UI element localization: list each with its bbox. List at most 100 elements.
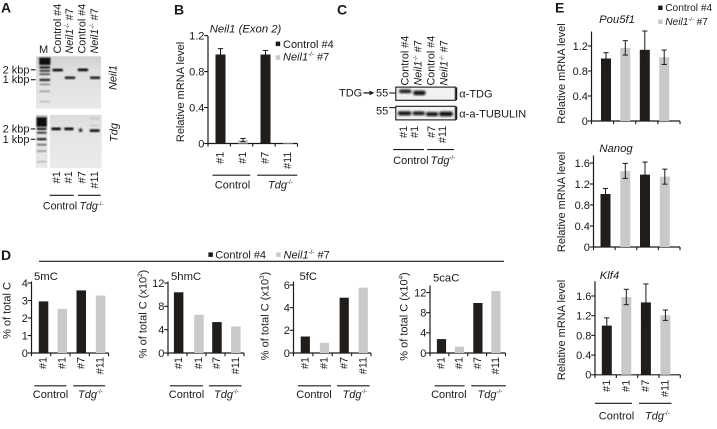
svg-text:Tdg-/-: Tdg-/-	[478, 389, 503, 401]
svg-text:Relative mRNA level: Relative mRNA level	[175, 42, 187, 142]
svg-text:#7: #7	[426, 126, 438, 138]
svg-text:#7: #7	[640, 380, 652, 392]
svg-text:#1: #1	[300, 357, 312, 369]
svg-text:Relative mRNA level: Relative mRNA level	[556, 152, 568, 252]
svg-text:Control: Control	[599, 411, 634, 423]
svg-text:Control #4: Control #4	[665, 3, 712, 14]
svg-text:#7: #7	[260, 152, 272, 164]
svg-text:C: C	[337, 1, 347, 17]
svg-text:#11: #11	[437, 126, 449, 143]
svg-text:Control: Control	[393, 155, 428, 167]
svg-text:#7: #7	[211, 357, 223, 369]
svg-text:Relative mRNA level: Relative mRNA level	[556, 23, 568, 123]
svg-text:0.8: 0.8	[576, 330, 591, 342]
svg-text:#1: #1	[454, 357, 466, 369]
svg-text:Neil1-/- #7: Neil1-/- #7	[89, 8, 101, 53]
svg-text:#1: #1	[193, 357, 205, 369]
svg-text:0.4: 0.4	[189, 102, 204, 114]
svg-text:0.8: 0.8	[575, 200, 590, 212]
svg-text:A: A	[1, 0, 11, 16]
svg-text:#1: #1	[63, 171, 75, 183]
svg-text:Tdg-/-: Tdg-/-	[80, 201, 104, 213]
svg-text:#7: #7	[76, 171, 88, 183]
svg-text:Control #4: Control #4	[400, 36, 412, 86]
svg-text:Neil1: Neil1	[107, 65, 119, 90]
svg-text:Neil1-/- #7: Neil1-/- #7	[64, 8, 76, 53]
svg-text:% of total C: % of total C	[1, 282, 13, 339]
svg-text:#1: #1	[173, 357, 185, 369]
svg-text:1.2: 1.2	[575, 179, 590, 191]
svg-text:0: 0	[584, 242, 590, 254]
svg-text:Control: Control	[215, 180, 250, 192]
svg-text:B: B	[174, 2, 184, 18]
svg-text:Tdg: Tdg	[108, 122, 120, 142]
svg-text:0: 0	[198, 138, 204, 150]
svg-text:#7: #7	[338, 357, 350, 369]
svg-text:12: 12	[152, 278, 164, 290]
svg-text:0.8: 0.8	[189, 66, 204, 78]
svg-text:Neil1-/- #7: Neil1-/- #7	[439, 40, 451, 85]
svg-text:4: 4	[420, 328, 426, 340]
svg-text:Control: Control	[43, 201, 77, 213]
svg-text:D: D	[1, 247, 11, 263]
svg-text:#7: #7	[76, 357, 88, 369]
svg-text:2: 2	[284, 325, 290, 337]
svg-text:M: M	[39, 44, 48, 56]
svg-text:#1: #1	[57, 357, 69, 369]
svg-text:% of total C (x103): % of total C (x103)	[259, 272, 271, 360]
svg-text:#7: #7	[472, 357, 484, 369]
svg-text:#1: #1	[621, 380, 633, 392]
svg-text:1: 1	[22, 330, 28, 342]
svg-text:Pou5f1: Pou5f1	[599, 14, 635, 26]
svg-text:1.6: 1.6	[575, 158, 590, 170]
svg-text:5mC: 5mC	[34, 271, 58, 283]
svg-text:Tdg-/-: Tdg-/-	[78, 389, 103, 401]
svg-text:4: 4	[158, 325, 164, 337]
svg-text:TDG: TDG	[339, 88, 362, 100]
svg-text:1.2: 1.2	[576, 311, 591, 323]
svg-text:0.4: 0.4	[575, 221, 590, 233]
svg-text:4: 4	[22, 278, 28, 290]
svg-text:55: 55	[376, 88, 388, 100]
svg-text:#11: #11	[95, 357, 107, 374]
svg-text:#11: #11	[230, 357, 242, 374]
svg-text:0: 0	[420, 348, 426, 360]
svg-text:Neil1-/- #7: Neil1-/- #7	[284, 249, 330, 261]
svg-text:Tdg-/-: Tdg-/-	[431, 154, 456, 166]
svg-text:Neil1-/- #7: Neil1-/- #7	[665, 17, 708, 28]
svg-text:#1: #1	[237, 152, 249, 164]
svg-text:E: E	[555, 0, 564, 16]
svg-text:0: 0	[585, 370, 591, 382]
svg-text:Control: Control	[296, 389, 331, 401]
svg-text:Neil1-/- #7: Neil1-/- #7	[413, 40, 425, 85]
svg-text:Tdg-/-: Tdg-/-	[343, 389, 368, 401]
svg-text:#1: #1	[51, 171, 63, 183]
svg-text:#11: #11	[89, 171, 101, 188]
svg-text:#1: #1	[436, 357, 448, 369]
svg-text:1 kbp: 1 kbp	[3, 74, 30, 86]
svg-text:8: 8	[420, 308, 426, 320]
svg-text:12: 12	[414, 287, 426, 299]
svg-text:% of total C (x104): % of total C (x104)	[398, 272, 410, 360]
svg-text:Tdg-/-: Tdg-/-	[645, 410, 670, 422]
svg-text:0: 0	[284, 348, 290, 360]
svg-text:#1: #1	[38, 357, 50, 369]
svg-text:0.4: 0.4	[576, 350, 591, 362]
svg-text:0.8: 0.8	[573, 66, 588, 78]
svg-text:2 kbp: 2 kbp	[3, 64, 30, 76]
svg-text:Control #4: Control #4	[426, 36, 438, 86]
svg-text:#1: #1	[398, 126, 410, 138]
svg-text:Neil1 (Exon 2): Neil1 (Exon 2)	[210, 24, 282, 36]
svg-text:5hmC: 5hmC	[171, 271, 201, 283]
svg-text:2 kbp: 2 kbp	[3, 124, 30, 136]
svg-text:% of total C (x102): % of total C (x102)	[137, 270, 149, 358]
svg-text:Control: Control	[169, 389, 204, 401]
svg-text:6: 6	[284, 280, 290, 292]
svg-text:#1: #1	[215, 152, 227, 164]
svg-text:Neil1-/- #7: Neil1-/- #7	[283, 51, 329, 63]
svg-text:α-a-TUBULIN: α-a-TUBULIN	[459, 108, 526, 120]
svg-text:#1: #1	[601, 380, 613, 392]
svg-text:5fC: 5fC	[300, 271, 318, 283]
svg-text:0: 0	[582, 116, 588, 128]
svg-text:Control: Control	[431, 389, 466, 401]
